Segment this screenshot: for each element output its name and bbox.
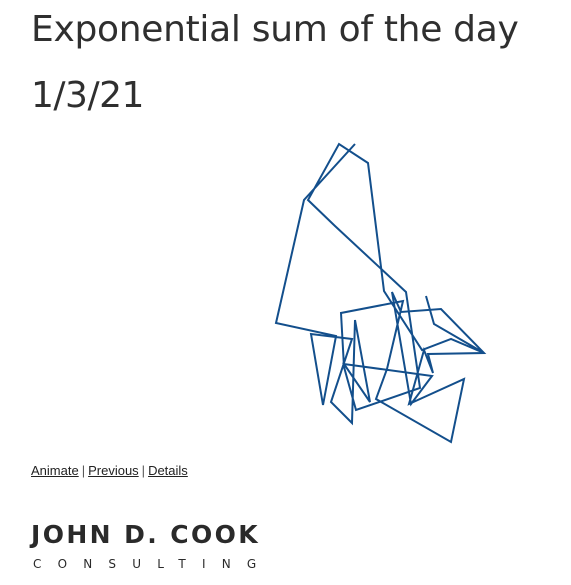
page-title: Exponential sum of the day (31, 9, 519, 50)
exponential-sum-path (274, 142, 487, 444)
link-separator: | (141, 463, 146, 478)
brand-logo-tagline: CONSULTING (33, 557, 273, 571)
link-separator: | (81, 463, 86, 478)
post-links: Animate | Previous | Details (31, 463, 188, 478)
post-date: 1/3/21 (31, 75, 144, 116)
brand-logo-name[interactable]: JOHN D. COOK (31, 520, 261, 549)
previous-link[interactable]: Previous (88, 463, 139, 478)
details-link[interactable]: Details (148, 463, 188, 478)
animate-link[interactable]: Animate (31, 463, 79, 478)
